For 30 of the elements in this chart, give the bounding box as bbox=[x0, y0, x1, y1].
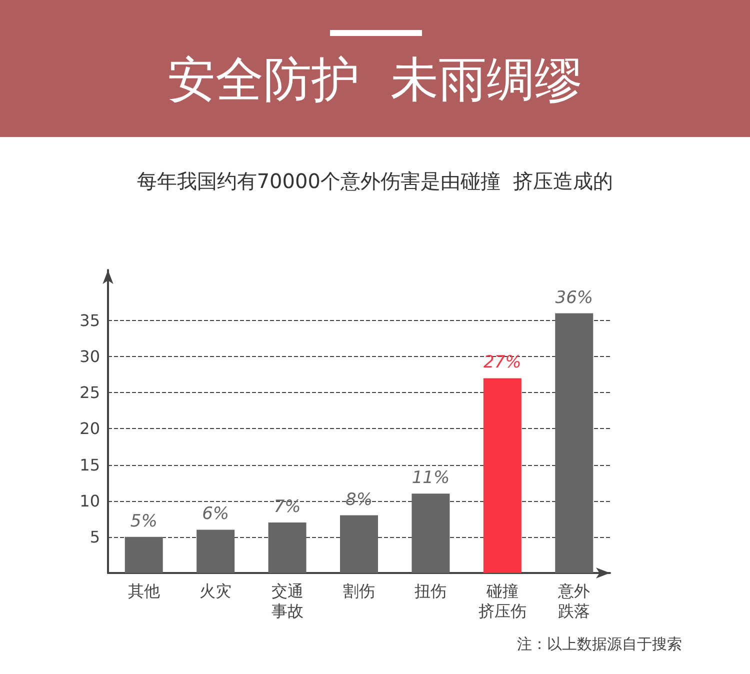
bar bbox=[483, 378, 522, 573]
y-tick-label: 25 bbox=[80, 383, 100, 402]
x-tick-label: 意外跌落 bbox=[557, 582, 590, 620]
text: 注：以上数据源自于搜索 bbox=[517, 635, 682, 654]
bar bbox=[555, 313, 594, 573]
x-tick-label: 扭伤 bbox=[414, 582, 447, 600]
x-tick-label: 割伤 bbox=[343, 582, 375, 600]
data-label: 27% bbox=[484, 352, 522, 373]
chart-title: 安全防护 未雨绸缪 bbox=[166, 51, 584, 110]
bar bbox=[196, 530, 235, 573]
data-label: 6% bbox=[202, 504, 230, 524]
data-label: 7% bbox=[274, 497, 301, 517]
y-tick-label: 20 bbox=[80, 419, 100, 438]
data-label: 11% bbox=[412, 468, 450, 488]
y-tick-label: 5 bbox=[90, 527, 100, 546]
y-tick-label: 10 bbox=[80, 491, 100, 510]
data-label: 5% bbox=[130, 511, 158, 532]
bar bbox=[268, 522, 306, 573]
y-tick-label: 30 bbox=[80, 347, 100, 366]
bar bbox=[124, 536, 163, 573]
x-tick-label: 碰撞挤压伤 bbox=[478, 582, 526, 620]
y-tick-label: 15 bbox=[80, 455, 100, 474]
y-tick-label: 35 bbox=[80, 311, 100, 330]
chart-subtitle: 每年我国约有70000个意外伤害是由碰撞 挤压造成的 bbox=[136, 168, 614, 195]
bar bbox=[412, 494, 450, 573]
x-tick-label: 其他 bbox=[128, 582, 160, 600]
bar bbox=[340, 515, 378, 573]
x-tick-label: 火灾 bbox=[200, 582, 232, 600]
data-label: 36% bbox=[555, 288, 594, 308]
x-tick-label: 交通事故 bbox=[271, 582, 304, 620]
